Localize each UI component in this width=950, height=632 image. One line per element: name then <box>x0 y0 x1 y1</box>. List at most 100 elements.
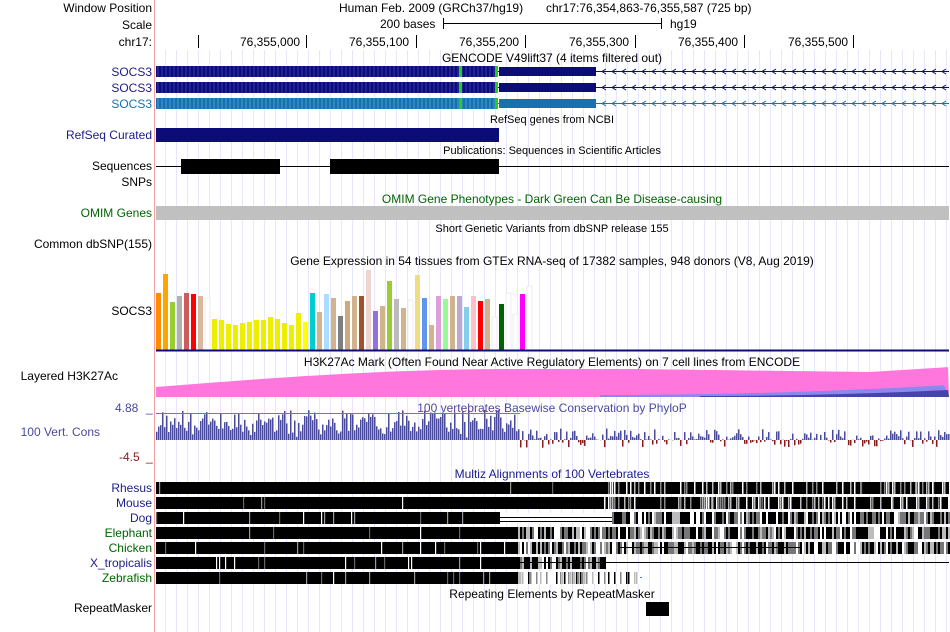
conservation-bar <box>218 428 220 440</box>
strand-arrow <box>861 68 867 75</box>
refseq-track-label[interactable]: RefSeq Curated <box>65 128 152 142</box>
conservation-bar <box>758 436 760 440</box>
conservation-min-value: -4.5 <box>119 450 140 464</box>
conservation-bar <box>208 424 210 440</box>
publications-track-label[interactable]: Sequences <box>91 159 152 173</box>
strand-arrow <box>691 68 697 75</box>
conservation-bar <box>616 436 618 440</box>
gtex-track-title[interactable]: Gene Expression in 54 tissues from GTEx … <box>290 254 814 268</box>
omim-track-title[interactable]: OMIM Gene Phenotypes - Dark Green Can Be… <box>381 192 723 206</box>
alignment-variant <box>624 497 626 509</box>
conservation-bar <box>290 410 292 440</box>
gtex-track-label[interactable]: SOCS3 <box>111 304 152 318</box>
multiz-species-x-tropicalis[interactable]: X_tropicalis <box>89 556 152 570</box>
alignment-variant <box>926 497 928 509</box>
multiz-species-chicken[interactable]: Chicken <box>108 541 152 555</box>
gencode-item-socs3[interactable]: SOCS3 <box>111 65 152 79</box>
conservation-bar <box>612 436 614 440</box>
conservation-track-label[interactable]: 100 Vert. Cons <box>20 425 100 439</box>
alignment-variant <box>642 527 644 539</box>
alignment-variant <box>518 542 520 554</box>
alignment-variant <box>806 497 808 509</box>
alignment-variant <box>870 497 872 509</box>
alignment-variant <box>876 542 878 554</box>
multiz-species-mouse[interactable]: Mouse <box>115 496 152 510</box>
h3k27ac-track-label[interactable]: Layered H3K27Ac <box>20 369 118 383</box>
strand-arrow <box>851 68 857 75</box>
multiz-track-title[interactable]: Multiz Alignments of 100 Vertebrates <box>454 467 650 481</box>
conservation-bar <box>864 440 866 444</box>
alignment-variant <box>562 527 564 539</box>
conservation-track-title[interactable]: 100 vertebrates Basewise Conservation by… <box>417 401 687 415</box>
alignment-variant <box>654 482 656 494</box>
h3k27ac-track-title[interactable]: H3K27Ac Mark (Often Found Near Active Re… <box>303 355 801 369</box>
cds-marker <box>459 82 462 93</box>
conservation-bar <box>904 440 906 445</box>
alignment-variant <box>566 542 568 554</box>
conservation-bar <box>504 431 506 440</box>
conservation-bar <box>518 429 520 440</box>
alignment-variant <box>832 542 834 554</box>
alignment-variant <box>836 482 838 494</box>
alignment-block <box>156 542 518 554</box>
alignment-variant <box>668 512 670 524</box>
alignment-variant <box>658 512 660 524</box>
repeatmasker-track-label[interactable]: RepeatMasker <box>73 601 152 615</box>
conservation-bar <box>948 434 950 440</box>
conservation-bar <box>258 414 260 440</box>
conservation-bar <box>674 431 676 440</box>
alignment-variant <box>572 527 574 539</box>
alignment-variant <box>878 542 880 554</box>
omim-track-label[interactable]: OMIM Genes <box>80 206 152 220</box>
gtex-tissue-bar <box>254 320 259 350</box>
gtex-tissue-bar <box>268 317 273 350</box>
repeat-element <box>646 602 669 616</box>
gencode-item-socs3[interactable]: SOCS3 <box>111 97 152 111</box>
alignment-variant <box>453 572 455 584</box>
conservation-bar <box>792 433 794 440</box>
conservation-bar <box>742 437 744 440</box>
alignment-variant <box>822 542 824 554</box>
publications-track-title[interactable]: Publications: Sequences in Scientific Ar… <box>443 145 661 157</box>
alignment-variant <box>570 542 572 554</box>
gencode-item-socs3[interactable]: SOCS3 <box>111 81 152 95</box>
gencode-track-title[interactable]: GENCODE V49lift37 (4 items filtered out) <box>441 51 663 65</box>
alignment-variant <box>728 497 730 509</box>
multiz-species-zebrafish[interactable]: Zebrafish <box>101 571 152 585</box>
chrom-label: chr17: <box>118 35 152 49</box>
dbsnp-track-label[interactable]: Common dbSNP(155) <box>33 237 152 251</box>
multiz-species-dog[interactable]: Dog <box>129 511 152 525</box>
refseq-track-title[interactable]: RefSeq genes from NCBI <box>489 114 615 126</box>
alignment-variant <box>600 542 602 554</box>
strand-arrow <box>661 68 667 75</box>
conservation-bar <box>204 414 206 440</box>
multiz-species-rhesus[interactable]: Rhesus <box>111 481 152 495</box>
conservation-bar <box>774 440 776 445</box>
strand-arrow <box>741 84 747 91</box>
alignment-variant <box>858 542 860 554</box>
strand-arrow <box>871 100 877 107</box>
alignment-variant <box>922 512 924 524</box>
conservation-bar <box>516 431 518 440</box>
strand-arrow <box>941 100 947 107</box>
alignment-variant <box>860 482 862 494</box>
conservation-bar <box>532 435 534 440</box>
alignment-variant <box>842 512 844 524</box>
alignment-variant <box>896 512 898 524</box>
alignment-variant <box>522 542 524 554</box>
snps-track-label[interactable]: SNPs <box>121 175 152 189</box>
strand-arrow <box>911 68 917 75</box>
alignment-variant <box>618 512 620 524</box>
alignment-variant <box>940 497 942 509</box>
conservation-bar <box>874 440 876 447</box>
alignment-variant <box>876 527 878 539</box>
alignment-variant <box>736 512 738 524</box>
conservation-bar <box>476 421 478 440</box>
gtex-tissue-bar <box>226 324 231 350</box>
multiz-species-elephant[interactable]: Elephant <box>104 526 152 540</box>
conservation-bar <box>698 433 700 440</box>
repeatmasker-track-title[interactable]: Repeating Elements by RepeatMasker <box>449 587 655 601</box>
dbsnp-track-title[interactable]: Short Genetic Variants from dbSNP releas… <box>435 223 669 235</box>
alignment-variant <box>904 482 906 494</box>
